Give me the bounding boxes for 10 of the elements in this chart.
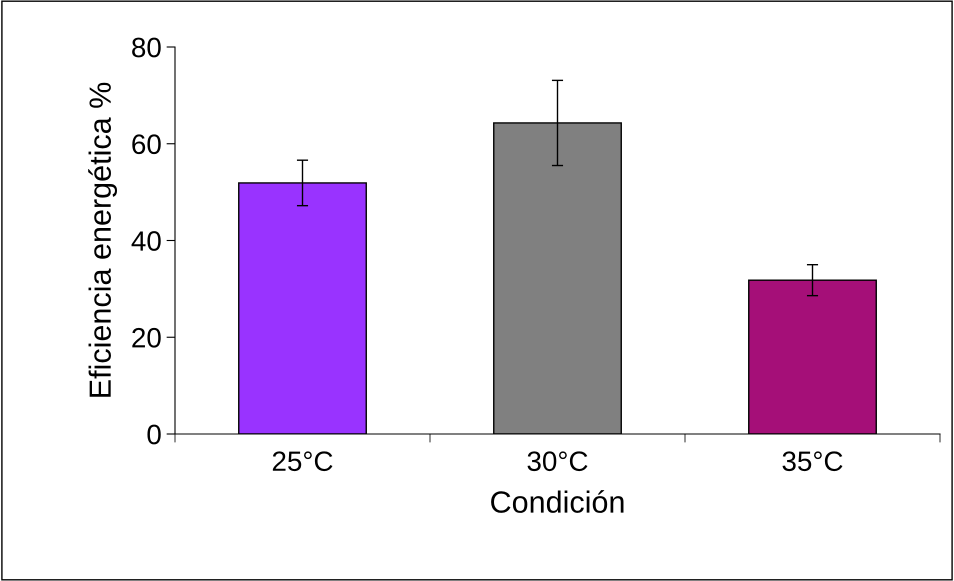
x-tick-label: 35°C	[782, 451, 842, 472]
y-tick-label: 20	[132, 328, 161, 348]
x-tick-label: 25°C	[272, 451, 332, 472]
y-tick-label: 0	[147, 424, 161, 444]
y-tick-label: 60	[132, 134, 161, 154]
y-axis-title: Eficiencia energética %	[88, 82, 118, 397]
y-tick-label: 40	[132, 231, 161, 251]
x-axis-title: Condición	[491, 490, 624, 513]
x-tick-label: 30°C	[528, 451, 588, 472]
y-tick-label: 80	[132, 38, 161, 58]
